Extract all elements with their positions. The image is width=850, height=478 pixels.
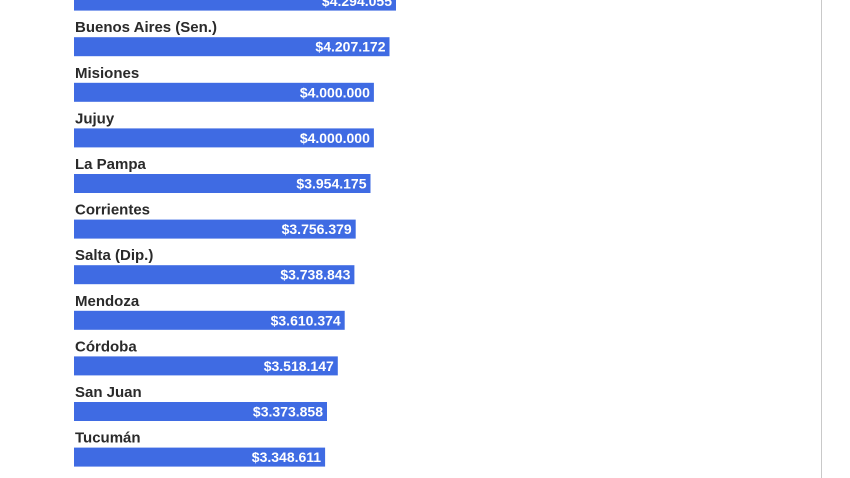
value-label: $4.207.172 [315,39,385,55]
category-label: Salta (Dip.) [75,247,153,264]
category-label: Buenos Aires (Sen.) [75,19,217,36]
category-label: Corrientes [75,202,150,219]
bar [74,174,371,193]
category-label: San Juan [75,384,142,401]
value-label: $4.294.055 [322,0,392,9]
value-label: $4.000.000 [300,130,370,146]
value-label: $3.348.611 [252,449,322,465]
bar [74,447,326,467]
category-label: Misiones [75,65,139,82]
bar [74,402,327,421]
frame-border [821,0,822,478]
value-label: $3.954.175 [296,176,366,192]
bar [74,37,390,57]
bar [74,82,374,102]
bar [74,265,355,285]
bar [74,356,338,376]
bar [74,0,396,11]
category-label: La Pampa [75,156,147,173]
value-label: $3.756.379 [282,221,352,237]
bar-chart: $4.294.055 Buenos Aires (Sen.) $4.207.172 M… [74,0,396,478]
value-label: $3.738.843 [280,267,350,283]
value-label: $3.373.858 [253,404,323,420]
bar [74,128,374,148]
value-label: $3.518.147 [264,358,334,374]
category-label: Catamarca [75,475,152,478]
category-label: Tucumán [75,430,141,447]
value-label: $4.000.000 [300,84,370,100]
bar [74,219,356,239]
bar [74,310,345,330]
category-label: Mendoza [75,293,140,310]
category-label: Córdoba [75,338,137,355]
category-label: Jujuy [75,110,115,127]
value-label: $3.610.374 [271,312,341,328]
bars-layer: $4.294.055 Buenos Aires (Sen.) $4.207.172 M… [74,0,396,478]
